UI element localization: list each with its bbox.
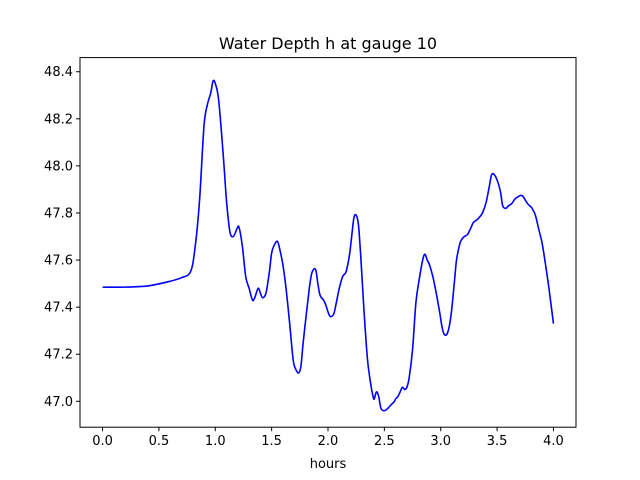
x-axis: 0.0 0.5 1.0 1.5 2.0 2.5 3.0 3.5 4.0 — [92, 427, 564, 449]
y-tick-label: 47.6 — [44, 254, 73, 269]
x-tick-label: 3.5 — [487, 434, 508, 449]
chart-title: Water Depth h at gauge 10 — [219, 34, 437, 53]
y-tick-label: 47.0 — [44, 395, 73, 410]
x-tick-label: 2.5 — [374, 434, 395, 449]
x-tick-label: 0.0 — [92, 434, 113, 449]
y-axis: 47.0 47.2 47.4 47.6 47.8 48.0 48.2 48.4 — [44, 65, 80, 410]
y-tick-label: 47.2 — [44, 348, 73, 363]
y-tick-label: 47.4 — [44, 301, 73, 316]
plot-area — [80, 57, 576, 428]
y-tick-label: 48.4 — [44, 65, 73, 80]
y-tick-label: 48.0 — [44, 159, 73, 174]
x-tick-label: 2.0 — [318, 434, 339, 449]
series-layer — [102, 79, 555, 412]
x-tick-label: 1.5 — [261, 434, 282, 449]
y-tick-label: 47.8 — [44, 206, 73, 221]
x-tick-label: 4.0 — [543, 434, 564, 449]
x-tick-label: 3.0 — [430, 434, 451, 449]
x-tick-label: 0.5 — [149, 434, 170, 449]
x-axis-label: hours — [310, 457, 347, 472]
x-tick-label: 1.0 — [205, 434, 226, 449]
y-tick-label: 48.2 — [44, 112, 73, 127]
series-line — [102, 79, 555, 412]
